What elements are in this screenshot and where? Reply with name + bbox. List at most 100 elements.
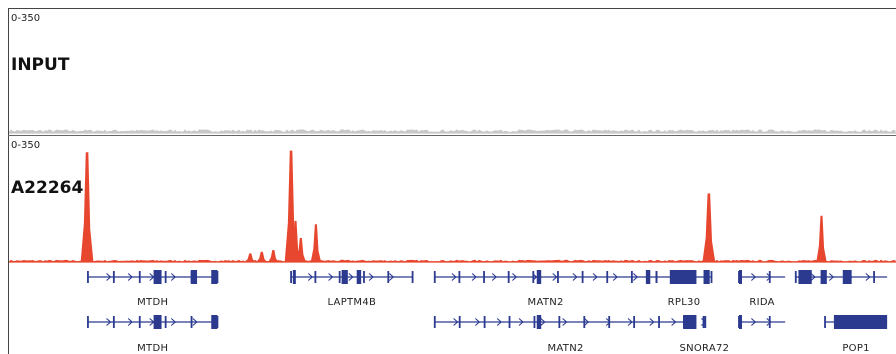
gene-exon [290, 271, 292, 283]
chip-signal-track [9, 150, 896, 263]
signal-peak [245, 253, 256, 262]
strand-arrow [766, 273, 772, 281]
signal-peak [290, 220, 301, 262]
strand-arrow [475, 318, 481, 326]
strand-arrow [592, 273, 598, 281]
strand-arrow [572, 273, 578, 281]
gene-exon [532, 271, 535, 283]
gene-label[interactable]: MTDH [137, 343, 168, 354]
gene-exon [314, 271, 317, 283]
gene-exon-block [211, 270, 218, 284]
gene-exon [363, 271, 365, 283]
gene-exon [387, 271, 390, 283]
gene-exon-block [739, 270, 743, 284]
gene-exon [112, 316, 115, 328]
strand-arrow [649, 318, 655, 326]
strand-arrow [471, 273, 477, 281]
strand-arrow [751, 273, 757, 281]
input-track-range: 0-350 [11, 13, 40, 24]
gene-label[interactable]: MATN2 [528, 297, 564, 308]
gene-exon [768, 316, 771, 328]
gene-exon [483, 316, 486, 328]
strand-arrow [632, 273, 639, 281]
strand-arrow [170, 318, 177, 326]
strand-arrow [106, 273, 112, 281]
gene-exon [87, 316, 89, 328]
gene-exon-block [683, 315, 697, 329]
gene-exon [824, 316, 826, 328]
gene-exon [411, 271, 414, 283]
gene-exon [702, 316, 705, 328]
gene-label[interactable]: MATN2 [548, 343, 584, 354]
strand-arrow [512, 273, 518, 281]
gene-label[interactable]: MTDH [137, 297, 168, 308]
gene-exon [557, 271, 559, 283]
gene-exon-block [356, 270, 362, 284]
strand-arrow [612, 273, 619, 281]
gene-exon-block [153, 315, 162, 329]
strand-arrow [562, 318, 568, 326]
gene-exon [873, 271, 875, 283]
gene-exon [507, 271, 510, 283]
strand-arrow [170, 273, 177, 281]
gene-exon [458, 316, 461, 328]
gene-exon [655, 271, 658, 283]
strand-arrow [307, 273, 314, 281]
strand-arrow [540, 318, 546, 326]
signal-baseline [9, 129, 896, 133]
gene-exon [608, 316, 611, 328]
gene-exon [768, 271, 771, 283]
gene-exon [138, 316, 141, 328]
gene-exon [458, 271, 461, 283]
strand-arrow [627, 318, 633, 326]
strand-arrow [605, 318, 612, 326]
gene-exon [704, 316, 707, 328]
gene-label[interactable]: POP1 [842, 343, 870, 354]
gene-exon [794, 271, 797, 283]
gene-exon [138, 271, 141, 283]
gene-exon-block [292, 270, 296, 284]
gene-exon-block [833, 315, 888, 329]
gene-exon [508, 316, 511, 328]
gene-exon-block [739, 315, 743, 329]
strand-arrow [751, 318, 757, 326]
gene-exon-block [842, 270, 852, 284]
gene-exon [533, 316, 536, 328]
gene-exon [164, 316, 167, 328]
strand-arrow [451, 273, 457, 281]
gene-exon-block [341, 270, 348, 284]
signal-peak [268, 250, 279, 262]
gene-exon-block [645, 270, 651, 284]
strand-arrow [192, 318, 198, 326]
signal-peak [702, 193, 716, 262]
strand-arrow [348, 273, 354, 281]
strand-arrow [491, 273, 498, 281]
strand-arrow [127, 273, 133, 281]
gene-exon-block [703, 270, 710, 284]
gene-exon-block [669, 270, 697, 284]
gene-exon [216, 316, 219, 328]
gene-exon-block [536, 315, 542, 329]
gene-exon-block [820, 270, 827, 284]
gene-label[interactable]: SNORA72 [679, 343, 729, 354]
gene-exon [658, 316, 660, 328]
gene-label[interactable]: RPL30 [668, 297, 701, 308]
gene-exon-block [211, 315, 218, 329]
strand-arrow [127, 318, 133, 326]
gene-exon [606, 271, 609, 283]
gene-exon [164, 271, 167, 283]
strand-arrow [453, 318, 459, 326]
gene-exon [433, 271, 436, 283]
gene-exon [112, 271, 115, 283]
input-signal-track [9, 129, 896, 134]
strand-arrow [106, 318, 112, 326]
gene-exon [87, 271, 89, 283]
gene-label[interactable]: LAPTM4B [327, 297, 376, 308]
strand-arrow [328, 273, 334, 281]
gene-exon-block [153, 270, 162, 284]
gene-exon [581, 271, 584, 283]
gene-exon [710, 271, 713, 283]
signal-peak [256, 251, 267, 262]
gene-label[interactable]: RIDA [749, 297, 774, 308]
